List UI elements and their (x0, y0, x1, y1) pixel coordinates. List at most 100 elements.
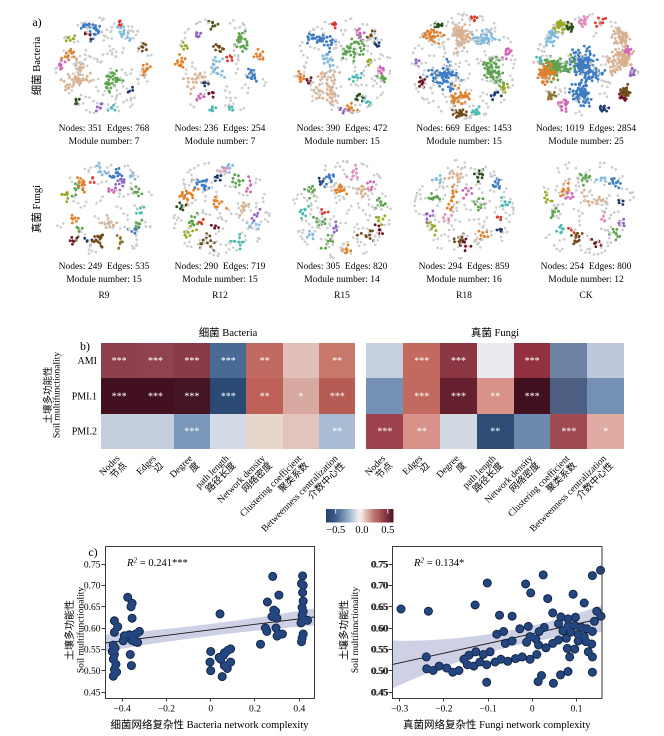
svg-text:Module number: 15: Module number: 15 (426, 137, 502, 147)
svg-text:0.0: 0.0 (355, 525, 368, 536)
svg-text:0.55: 0.55 (84, 646, 101, 656)
svg-text:0.70: 0.70 (371, 582, 388, 592)
svg-text:***: *** (525, 356, 540, 367)
svg-text:***: *** (148, 391, 163, 402)
svg-text:0.45: 0.45 (371, 688, 388, 698)
svg-text:0.55: 0.55 (372, 646, 389, 656)
svg-text:0.4: 0.4 (293, 705, 305, 715)
svg-text:0.45: 0.45 (372, 688, 389, 698)
svg-text:Module number: 25: Module number: 25 (548, 137, 624, 147)
svg-text:b): b) (80, 339, 90, 353)
svg-text:Module number: 15: Module number: 15 (182, 275, 258, 285)
svg-text:***: *** (525, 391, 540, 402)
svg-text:***: *** (414, 391, 429, 402)
svg-text:Edges边: Edges边 (135, 454, 166, 485)
svg-text:a): a) (32, 15, 41, 29)
svg-text:***: *** (451, 356, 466, 367)
svg-text:−0.3: −0.3 (391, 705, 408, 715)
svg-text:土壤多功能性: 土壤多功能性 (63, 600, 76, 660)
svg-text:R9: R9 (98, 291, 109, 301)
svg-text:R2 = 0.241***: R2 = 0.241*** (126, 556, 188, 570)
svg-text:0.55: 0.55 (371, 646, 388, 656)
svg-text:**: ** (332, 427, 342, 438)
svg-text:Module number: 15: Module number: 15 (304, 137, 380, 147)
svg-text:Module number: 15: Module number: 15 (66, 275, 142, 285)
svg-text:真菌 Fungi: 真菌 Fungi (30, 185, 43, 233)
svg-text:***: *** (184, 427, 199, 438)
svg-text:Nodes: 669 Edges: 1453: Nodes: 669 Edges: 1453 (416, 124, 512, 134)
svg-text:Nodes: 236 Edges: 254: Nodes: 236 Edges: 254 (175, 124, 266, 134)
svg-text:Nodes: 294 Edges: 859: Nodes: 294 Edges: 859 (419, 262, 510, 272)
svg-text:0.75: 0.75 (372, 560, 389, 570)
svg-text:0.5: 0.5 (381, 525, 394, 536)
svg-text:0.50: 0.50 (372, 667, 389, 677)
svg-text:0.70: 0.70 (372, 582, 389, 592)
svg-text:Edges边: Edges边 (401, 454, 432, 485)
svg-text:0.75: 0.75 (84, 560, 101, 570)
svg-text:**: ** (260, 391, 270, 402)
svg-text:Soil multifunctionality: Soil multifunctionality (75, 587, 86, 674)
svg-text:R12: R12 (212, 291, 228, 301)
svg-text:***: *** (221, 391, 236, 402)
svg-text:AMI: AMI (78, 356, 97, 367)
svg-text:0.75: 0.75 (371, 560, 388, 570)
svg-text:细菌 Bacteria: 细菌 Bacteria (30, 36, 43, 95)
svg-text:0: 0 (530, 705, 535, 715)
svg-text:0.70: 0.70 (84, 582, 101, 592)
svg-text:细菌 Bacteria: 细菌 Bacteria (199, 326, 258, 339)
svg-text:*: * (298, 391, 303, 402)
svg-text:Soil multifunctionality: Soil multifunctionality (350, 587, 361, 674)
svg-text:土壤多功能性: 土壤多功能性 (338, 600, 351, 660)
svg-text:Nodes: 249 Edges: 535: Nodes: 249 Edges: 535 (59, 262, 150, 272)
svg-text:真菌 Fungi: 真菌 Fungi (471, 326, 519, 339)
svg-text:R15: R15 (334, 291, 350, 301)
svg-text:−0.4: −0.4 (114, 705, 131, 715)
svg-text:Nodes: 290 Edges: 719: Nodes: 290 Edges: 719 (175, 262, 266, 272)
svg-text:PMI.1: PMI.1 (72, 391, 97, 402)
svg-text:**: ** (490, 427, 500, 438)
svg-text:***: *** (377, 427, 392, 438)
svg-text:0.60: 0.60 (371, 624, 388, 634)
svg-text:Nodes节点: Nodes节点 (98, 454, 130, 486)
svg-text:真菌网络复杂性 Fungi network complexi: 真菌网络复杂性 Fungi network complexity (403, 718, 591, 731)
svg-text:土壤多功能性: 土壤多功能性 (42, 366, 54, 424)
svg-text:Soil multifunctionality: Soil multifunctionality (52, 352, 63, 439)
svg-text:***: *** (112, 356, 127, 367)
svg-text:0.2: 0.2 (249, 705, 261, 715)
svg-text:0.65: 0.65 (371, 603, 388, 613)
svg-text:***: *** (184, 356, 199, 367)
svg-text:PMI.2: PMI.2 (72, 427, 97, 438)
svg-text:***: *** (414, 356, 429, 367)
svg-text:−0.2: −0.2 (435, 705, 452, 715)
svg-text:0.65: 0.65 (84, 603, 101, 613)
svg-text:0.50: 0.50 (84, 667, 101, 677)
svg-text:Module number: 14: Module number: 14 (304, 275, 380, 285)
svg-text:***: *** (112, 391, 127, 402)
svg-text:0: 0 (208, 705, 213, 715)
svg-text:0.60: 0.60 (84, 624, 101, 634)
svg-text:Module number: 7: Module number: 7 (69, 137, 140, 147)
svg-text:Nodes: 305 Edges: 820: Nodes: 305 Edges: 820 (297, 262, 388, 272)
svg-text:**: ** (417, 427, 427, 438)
svg-text:0.45: 0.45 (84, 688, 101, 698)
svg-text:***: *** (184, 391, 199, 402)
svg-text:−0.5: −0.5 (326, 525, 345, 536)
svg-text:c): c) (88, 545, 97, 559)
svg-text:0.60: 0.60 (372, 624, 389, 634)
svg-text:***: *** (221, 356, 236, 367)
svg-text:**: ** (490, 391, 500, 402)
svg-text:CK: CK (579, 291, 592, 301)
svg-text:−0.1: −0.1 (479, 705, 496, 715)
svg-text:R2 = 0.134*: R2 = 0.134* (413, 556, 464, 570)
svg-text:R18: R18 (456, 291, 472, 301)
svg-text:***: *** (148, 356, 163, 367)
svg-text:Nodes: 351 Edges: 768: Nodes: 351 Edges: 768 (59, 124, 150, 134)
svg-text:0.65: 0.65 (372, 603, 389, 613)
svg-text:**: ** (260, 356, 270, 367)
svg-text:Nodes: 1019 Edges: 2854: Nodes: 1019 Edges: 2854 (536, 124, 637, 134)
svg-text:***: *** (561, 427, 576, 438)
svg-text:Module number: 7: Module number: 7 (185, 137, 256, 147)
svg-text:细菌网络复杂性 Bacteria network compl: 细菌网络复杂性 Bacteria network complexity (111, 718, 310, 731)
svg-text:***: *** (330, 391, 345, 402)
svg-text:***: *** (451, 391, 466, 402)
